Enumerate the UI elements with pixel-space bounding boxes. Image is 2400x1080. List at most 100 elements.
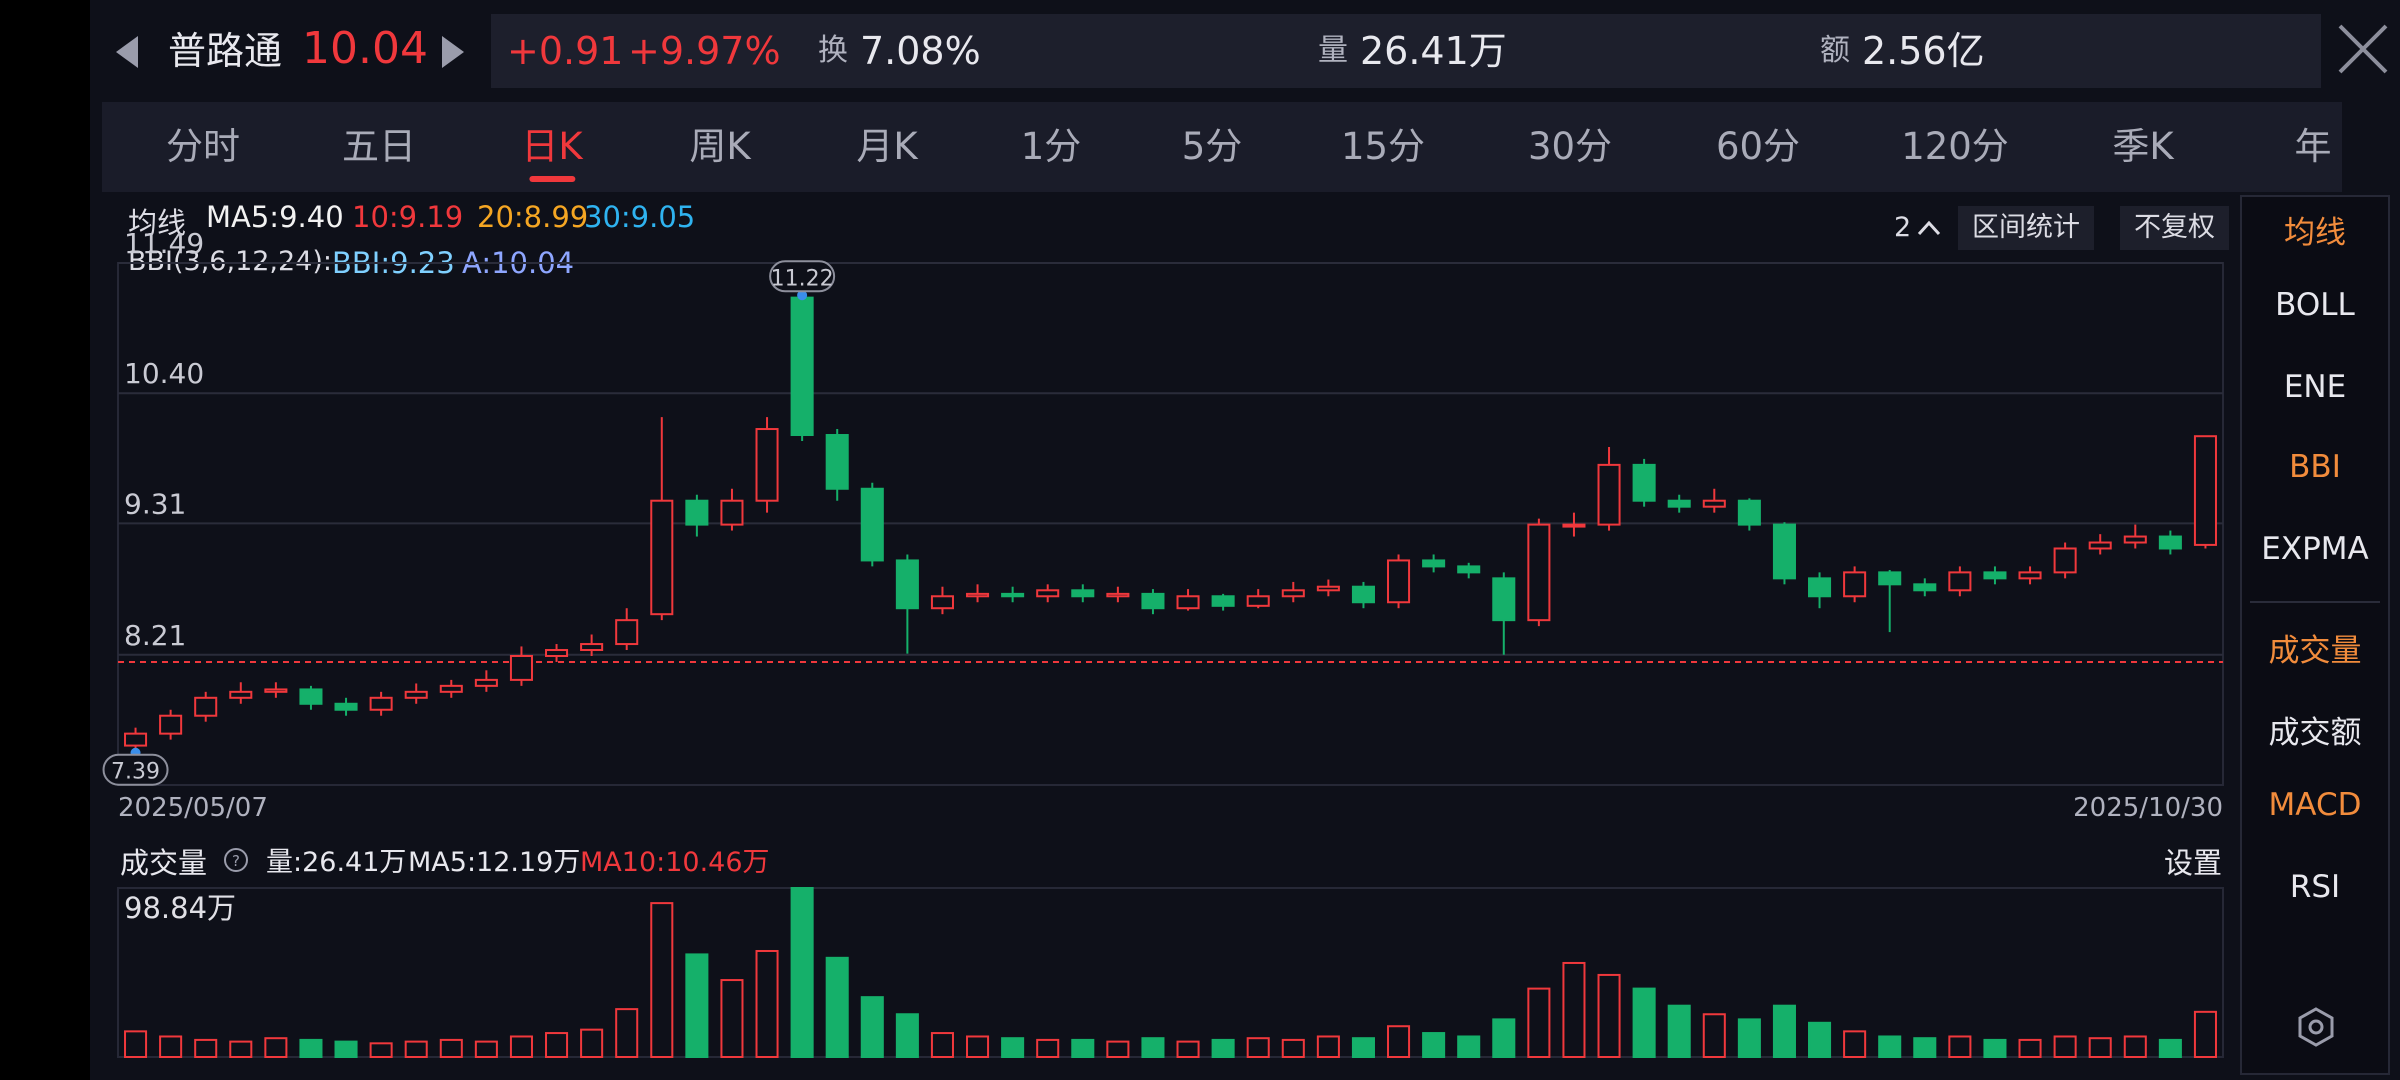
volume-bar [334, 1040, 358, 1058]
stock-name: 普路通 [168, 29, 283, 73]
candle-body [1106, 592, 1130, 598]
volume-bar [720, 979, 744, 1059]
indicator-item[interactable]: EXPMA [2261, 531, 2369, 567]
candle-body [1808, 577, 1832, 598]
tab[interactable]: 60分 [1715, 125, 1801, 168]
tab[interactable]: 季K [2112, 125, 2174, 168]
volume-bar [1737, 1018, 1761, 1059]
volume-bar [1036, 1038, 1060, 1058]
candle-body [369, 696, 393, 711]
candle-body [615, 619, 639, 646]
x-tick-label: 2025/05/07 [118, 793, 268, 823]
volume-bar [1141, 1037, 1165, 1058]
ma-title: 均线 [128, 206, 187, 240]
y-tick-label: 11.49 [124, 227, 204, 260]
volume-bar [860, 996, 884, 1059]
help-icon[interactable]: ? [222, 846, 250, 874]
volume-bar [2158, 1038, 2182, 1058]
candle-body [1632, 463, 1656, 502]
range-stats-button[interactable]: 区间统计 [1958, 206, 2094, 250]
candle-body [1948, 571, 1972, 592]
volume-bar [2018, 1038, 2042, 1058]
tab[interactable]: 周K [689, 125, 751, 168]
volume-bar [1422, 1032, 1446, 1059]
volume-bar [1387, 1025, 1411, 1059]
tab[interactable]: 120分 [1901, 125, 2009, 168]
tab[interactable]: 月K [856, 125, 918, 168]
chart: 11.49 10.40 9.31 8.21 11.22 7.39 2025/05/07 202… [102, 227, 2224, 1059]
volume-bar [1001, 1037, 1025, 1058]
indicator-item[interactable]: 均线 [2284, 215, 2346, 251]
indicator-item[interactable]: 成交量 [2268, 633, 2362, 669]
candle-body [930, 595, 954, 610]
candle-body [2088, 541, 2112, 550]
settings[interactable]: 设置 [2164, 846, 2223, 880]
volume-bar [194, 1038, 218, 1058]
volume-bar [2193, 1010, 2217, 1058]
next-arrow[interactable] [438, 32, 468, 72]
volume-bar [1527, 987, 1551, 1058]
volume-bar [1351, 1037, 1375, 1058]
svg-text:?: ? [232, 852, 240, 870]
tab[interactable]: 5分 [1181, 125, 1243, 168]
adjust-button[interactable]: 不复权 [2120, 206, 2229, 250]
marker-label: 11.22 [771, 266, 834, 291]
volume-bar [124, 1030, 148, 1059]
candle-body [685, 499, 709, 526]
tab[interactable]: 1分 [1020, 125, 1082, 168]
volume-bar [1211, 1038, 1235, 1058]
y-tick-label: 8.21 [124, 619, 186, 652]
tab[interactable]: 分时 [166, 125, 240, 168]
candle-body [1983, 571, 2007, 580]
marker-label: 7.39 [111, 760, 160, 785]
volume-bar [1492, 1018, 1516, 1059]
tab[interactable]: 30分 [1527, 125, 1613, 168]
indicator-item[interactable]: 成交额 [2268, 715, 2362, 751]
candle-body [1772, 523, 1796, 580]
indicator-item[interactable]: MACD [2268, 787, 2362, 823]
y-tick-label: 10.40 [124, 357, 204, 390]
candle-body [860, 487, 884, 562]
volume-bar [404, 1040, 428, 1058]
change-pct: +9.97% [628, 29, 781, 73]
candle-body [1843, 571, 1867, 598]
volume-bar [2088, 1037, 2112, 1058]
divider [2250, 601, 2380, 603]
ma20: 20:8.99 [477, 200, 589, 234]
layout-button[interactable]: 2 [1894, 212, 1912, 243]
prev-arrow[interactable] [112, 32, 142, 72]
turnover: 7.08% [860, 29, 981, 73]
volume-bar [439, 1038, 463, 1058]
ma30: 30:9.05 [584, 200, 696, 234]
candle-body [790, 296, 814, 437]
volume-bar [1246, 1037, 1270, 1058]
indicator-item[interactable]: BOLL [2275, 287, 2355, 323]
settings-icon[interactable] [2294, 1005, 2338, 1049]
volume-bar [1316, 1035, 1340, 1058]
tab[interactable]: 15分 [1340, 125, 1426, 168]
candle-body [755, 428, 779, 502]
candle-body [1141, 592, 1165, 610]
turnover-label: 换 [818, 33, 848, 68]
candle-body [264, 688, 288, 693]
candle-body [2053, 547, 2077, 574]
app: 普路通 10.04 +0.91 +9.97% 换 7.08% 量 26.41万 … [90, 0, 2400, 1080]
volume-bar [1983, 1038, 2007, 1058]
close-button[interactable] [2336, 22, 2390, 76]
tab[interactable]: 日K [521, 102, 583, 192]
volume-bar [615, 1008, 639, 1058]
indicator-item[interactable]: RSI [2289, 869, 2341, 905]
tab[interactable]: 五日 [342, 125, 416, 168]
x-tick-label: 2025/10/30 [2073, 793, 2223, 823]
indicator-item[interactable]: BBI [2289, 449, 2341, 485]
volume-bar [650, 902, 674, 1058]
volume-bar [1878, 1035, 1902, 1058]
volume-bar [1667, 1004, 1691, 1058]
quote-bar [491, 14, 2321, 88]
tab[interactable]: 年K [2294, 125, 2332, 258]
volume-bar [1808, 1021, 1832, 1059]
bbi-title: BBI(3,6,12,24): [128, 246, 332, 277]
indicator-item[interactable]: ENE [2283, 369, 2347, 405]
candle-body [895, 559, 919, 610]
volume-bar [1176, 1040, 1200, 1058]
